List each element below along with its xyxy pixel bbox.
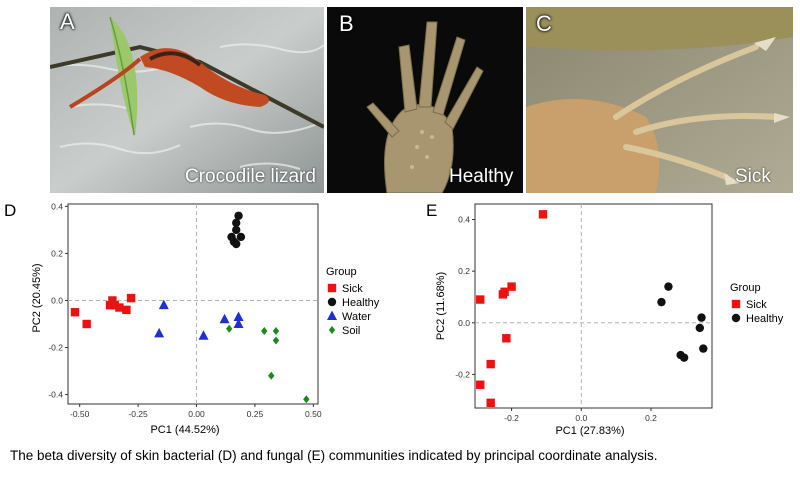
chart-e-point-sick <box>476 295 485 304</box>
chart-d-point-healthy <box>232 239 241 249</box>
chart-d-point-water <box>198 330 209 340</box>
chart-d-point-water <box>233 318 244 328</box>
chart-d-point-healthy <box>232 225 241 235</box>
chart-e-legend-key-healthy <box>731 313 741 323</box>
chart-d-panel-border <box>67 203 319 405</box>
chart-d-xtick-label: -0.50 <box>70 409 90 419</box>
chart-d-point-sick <box>82 319 91 329</box>
chart-d-ytick-label: -0.2 <box>48 343 63 353</box>
chart-d-point-water <box>154 327 165 338</box>
chart-d-xtick-label: 0.50 <box>305 409 322 419</box>
chart-e-ytick-label: 0.4 <box>458 214 470 224</box>
photo-caption-healthy: Healthy <box>449 166 514 187</box>
chart-e-xtick-label: -0.2 <box>504 413 519 423</box>
chart-d-ytick-label: 0.2 <box>51 248 63 258</box>
chart-d-point-soil <box>268 371 275 380</box>
chart-e-point-sick <box>476 380 485 389</box>
chart-d-ytick-label: -0.4 <box>48 390 63 400</box>
chart-d-legend-label-soil: Soil <box>342 325 360 337</box>
chart-d-point-sick <box>110 300 119 310</box>
chart-d-point-soil <box>226 324 233 333</box>
chart-d-point-sick <box>105 300 115 310</box>
chart-e-point-sick <box>486 398 495 408</box>
chart-e-point-sick <box>538 210 548 219</box>
chart-e-point-healthy <box>697 313 706 322</box>
photo-sick-foot: C Sick <box>526 7 793 193</box>
panel-letter-b: B <box>339 11 354 36</box>
figure-caption: The beta diversity of skin bacterial (D)… <box>10 448 658 463</box>
lizard-photo-image <box>50 7 324 193</box>
chart-d-point-soil <box>272 336 280 345</box>
chart-e-xlabel: PC1 (27.83%) <box>555 425 624 437</box>
photo-caption-sick: Sick <box>735 166 771 187</box>
chart-e-ylabel: PC2 (11.68%) <box>435 272 447 340</box>
chart-d-xtick-label: 0.25 <box>247 409 264 419</box>
panel-letter-e: E <box>426 201 437 220</box>
chart-e-legend: Group Sick Healthy <box>730 282 784 325</box>
chart-d-point-soil <box>303 395 310 404</box>
chart-d-legend-key-sick <box>327 283 337 293</box>
chart-e-pcoa-fungal: E -0.2 0.0 0.2 -0.2 0.0 0.2 0.4 PC1 (27.83%) P… <box>426 201 784 437</box>
chart-d-point-soil <box>261 327 268 336</box>
chart-e-point-sick <box>502 334 511 343</box>
photo-caption-crocodile-lizard: Crocodile lizard <box>185 166 316 187</box>
chart-d-point-healthy <box>232 218 241 228</box>
chart-d-point-water <box>158 299 169 310</box>
chart-d-legend-key-soil <box>328 326 336 334</box>
chart-d-ytick-label: 0.0 <box>51 295 63 305</box>
chart-d-legend-title: Group <box>326 266 357 278</box>
chart-e-legend-label-healthy: Healthy <box>746 313 784 325</box>
chart-d-xtick-label: -0.25 <box>128 409 148 419</box>
chart-d-point-sick <box>108 296 117 305</box>
chart-e-ytick-label: 0.0 <box>458 318 470 328</box>
chart-d-point-water <box>219 313 230 324</box>
chart-e-xtick-label: 0.2 <box>645 413 657 423</box>
chart-e-point-healthy <box>699 344 708 353</box>
chart-d-point-sick <box>115 303 124 312</box>
chart-d-xtick-label: 0.00 <box>188 409 205 419</box>
chart-e-plot-area: -0.2 0.0 0.2 -0.2 0.0 0.2 0.4 <box>455 203 713 423</box>
chart-d-point-water <box>233 311 244 321</box>
chart-d-plot-area: -0.50 -0.25 0.00 0.25 0.50 -0.4 -0.2 0.0 0.2 0.4 <box>48 201 322 419</box>
chart-e-point-sick <box>498 290 508 299</box>
chart-d-legend: Group Sick Healthy Water Soil <box>326 266 380 337</box>
photo-healthy-foot: B Healthy <box>327 7 523 193</box>
chart-e-point-healthy <box>657 297 666 307</box>
healthy-foot-image <box>327 7 523 193</box>
chart-d-point-sick <box>126 293 136 303</box>
chart-d-pcoa-bacterial: D -0.50 -0.25 0.00 0.25 0.50 -0.4 -0.2 0.0 0.2 0.… <box>4 201 380 436</box>
chart-d-legend-label-healthy: Healthy <box>342 297 380 309</box>
chart-d-point-healthy <box>234 211 243 220</box>
chart-d-ytick-label: 0.4 <box>51 201 63 211</box>
panel-letter-c: C <box>536 11 552 36</box>
chart-e-panel-border <box>474 203 713 409</box>
chart-e-legend-key-sick <box>731 299 741 309</box>
chart-e-legend-label-sick: Sick <box>746 299 767 311</box>
chart-e-ytick-label: -0.2 <box>455 369 470 379</box>
chart-e-point-sick <box>486 359 495 369</box>
chart-d-point-sick <box>122 305 131 315</box>
chart-e-xtick-label: 0.0 <box>575 413 587 423</box>
photo-crocodile-lizard: A Crocodile lizard <box>50 7 324 193</box>
chart-d-point-soil <box>272 327 280 336</box>
panel-letter-a: A <box>60 9 75 34</box>
chart-d-legend-key-water <box>327 310 337 320</box>
chart-e-point-sick <box>507 282 516 291</box>
chart-d-legend-key-healthy <box>327 297 337 307</box>
chart-d-ylabel: PC2 (20.45%) <box>31 263 43 332</box>
sick-foot-image <box>526 7 793 193</box>
chart-e-ytick-label: 0.2 <box>458 266 470 276</box>
chart-e-point-healthy <box>664 282 673 291</box>
chart-d-point-healthy <box>236 232 246 242</box>
chart-d-legend-label-water: Water <box>342 311 371 323</box>
chart-d-point-sick <box>70 308 80 317</box>
chart-e-point-healthy <box>695 323 705 333</box>
panel-letter-d: D <box>4 201 16 220</box>
chart-e-legend-title: Group <box>730 282 761 294</box>
chart-e-point-healthy <box>679 353 689 362</box>
chart-d-xlabel: PC1 (44.52%) <box>150 424 219 436</box>
chart-d-legend-label-sick: Sick <box>342 283 363 295</box>
